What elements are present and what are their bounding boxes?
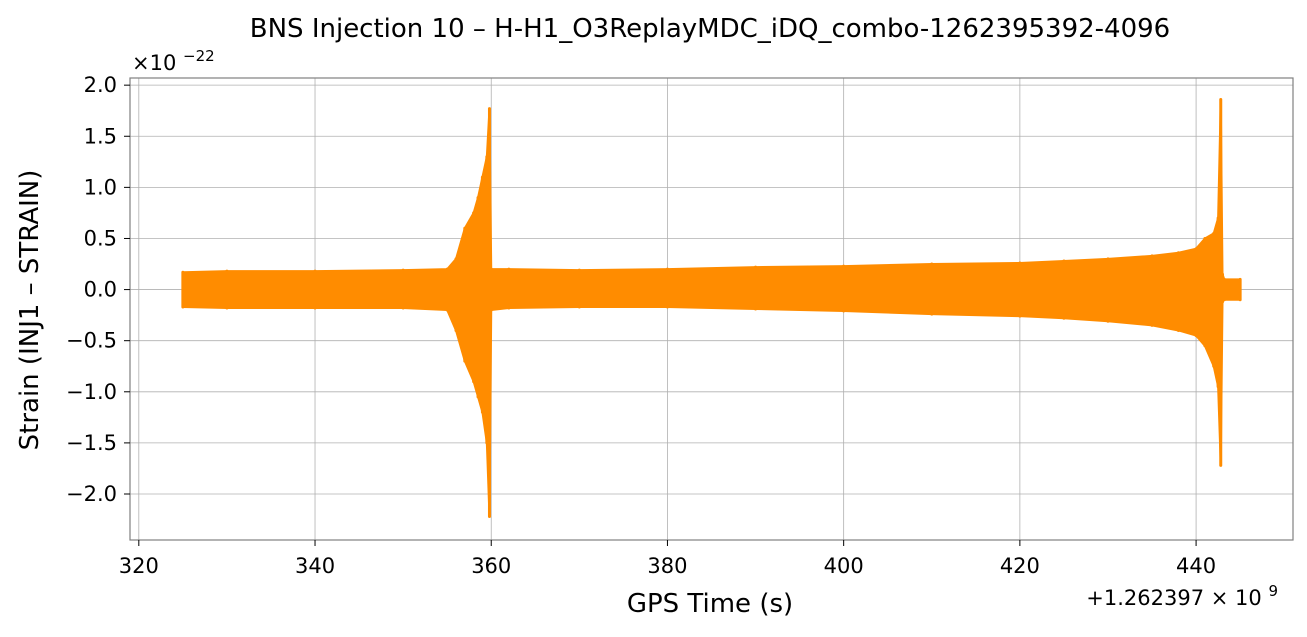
y-scale-exponent: −22 <box>183 47 215 65</box>
data-layer <box>181 97 1242 518</box>
y-tick-label: 0.0 <box>84 278 117 302</box>
y-tick-label: −2.0 <box>66 482 117 506</box>
y-axis-label: Strain (INJ1 – STRAIN) <box>15 170 45 451</box>
y-tick-label: 1.5 <box>84 124 117 148</box>
x-tick-label: 440 <box>1176 554 1216 578</box>
y-tick-label: 1.0 <box>84 175 117 199</box>
y-tick-label: −1.5 <box>66 431 117 455</box>
series-envelope <box>181 98 1242 518</box>
y-scale-factor: ×10 −22 <box>132 47 215 75</box>
y-tick-label: −0.5 <box>66 329 117 353</box>
x-tick-label: 320 <box>119 554 159 578</box>
x-axis-label: GPS Time (s) <box>627 589 793 619</box>
x-tick-label: 420 <box>1000 554 1040 578</box>
y-tick-label: −1.0 <box>66 380 117 404</box>
x-tick-label: 340 <box>295 554 335 578</box>
x-offset-exponent: 9 <box>1268 582 1278 600</box>
chart-title: BNS Injection 10 – H-H1_O3ReplayMDC_iDQ_… <box>250 14 1170 44</box>
y-tick-label: 2.0 <box>84 73 117 97</box>
x-offset-factor: +1.262397 × 10 9 <box>1086 582 1278 610</box>
y-scale-base: ×10 <box>132 51 176 75</box>
x-tick-label: 400 <box>824 554 864 578</box>
x-offset-base: +1.262397 × 10 <box>1086 586 1261 610</box>
plot-frame <box>129 77 1294 541</box>
axes-layer: 320 340 360 380 400 420 440 2.0 1.5 1.0 0.5 0.0 −0.5… <box>66 73 1294 578</box>
x-tick-label: 380 <box>647 554 687 578</box>
y-tick-label: 0.5 <box>84 226 117 250</box>
x-tick-label: 360 <box>471 554 511 578</box>
